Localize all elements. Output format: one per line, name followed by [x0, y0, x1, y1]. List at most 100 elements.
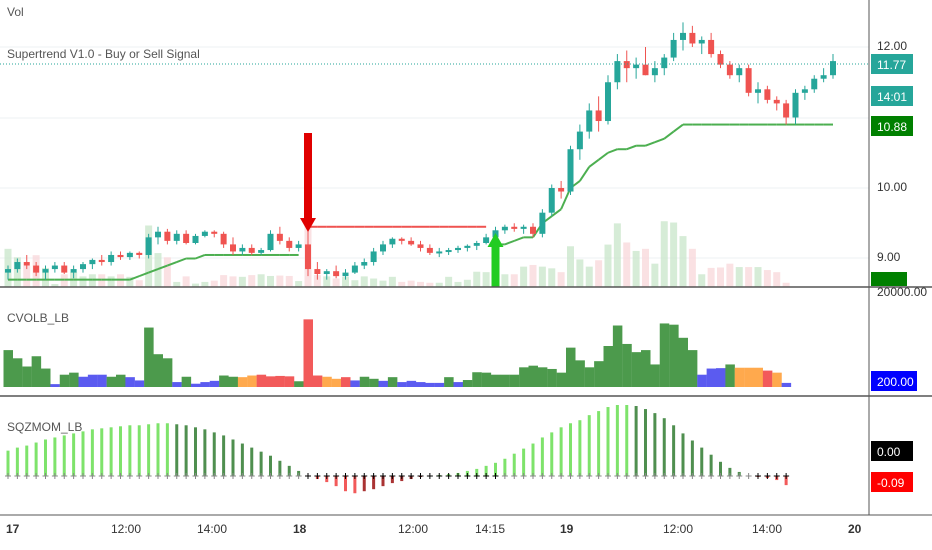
cvol-bar: [294, 381, 304, 387]
candle-body: [258, 250, 265, 253]
candle-body: [220, 233, 227, 245]
volume-bar: [388, 276, 396, 287]
sqz-bar: [353, 476, 357, 494]
sell-arrow-head: [300, 218, 316, 232]
sqz-bar: [222, 435, 226, 476]
volume-bar: [163, 257, 171, 287]
cvol-bar: [772, 372, 782, 387]
sqz-bar: [137, 425, 141, 476]
supertrend-segment: [195, 254, 206, 260]
candle-body: [183, 233, 190, 243]
cvol-bar: [106, 376, 117, 387]
indicator-title[interactable]: Supertrend V1.0 - Buy or Sell Signal: [7, 47, 200, 61]
sqz-bar: [175, 424, 179, 476]
time-axis[interactable]: 17 12:00 14:00 18 12:00 14:15 19 12:00 1…: [6, 522, 862, 536]
cvol-bar: [331, 378, 342, 387]
volume-bar: [285, 275, 293, 287]
cvol-bar: [162, 358, 173, 387]
supertrend-segment: [626, 144, 637, 151]
candle-body: [501, 226, 508, 231]
cvol-bar: [256, 374, 267, 387]
buy-arrow-shaft: [491, 246, 500, 287]
candle-body: [633, 64, 640, 69]
volume-bar: [426, 282, 434, 287]
time-tick: 12:00: [111, 522, 141, 536]
supertrend-value: 10.88: [877, 120, 907, 134]
volume-bar: [210, 280, 218, 287]
volume-bar: [707, 267, 715, 287]
candle-body: [830, 61, 836, 76]
candle-body: [398, 238, 405, 241]
sqz-bar: [344, 476, 347, 492]
volume-bar: [79, 276, 87, 287]
sqz-bar: [653, 413, 657, 476]
cvol-bar: [472, 372, 482, 387]
supertrend-segment: [129, 275, 140, 281]
cvol-bar: [284, 376, 295, 387]
cvol-bar: [219, 375, 229, 387]
candle-body: [455, 247, 461, 251]
supertrend-segment: [176, 257, 187, 263]
sqz-bar: [578, 420, 582, 476]
sqz-bar: [81, 431, 85, 476]
cvol-bar: [378, 380, 388, 387]
sqz-title[interactable]: SQZMOM_LB: [7, 420, 82, 434]
candle-body: [370, 251, 377, 263]
sell-arrow-shaft: [304, 133, 312, 219]
last-price-value: 11.77: [877, 58, 906, 72]
sqz-bar: [184, 425, 188, 476]
candle-body: [820, 75, 827, 79]
cvol-bar: [22, 366, 32, 387]
candles: [5, 22, 836, 280]
candle-body: [764, 89, 771, 100]
candle-body: [192, 235, 199, 243]
sqz-value: -0.09: [877, 476, 905, 490]
price-tick: 9.00: [877, 250, 901, 264]
cvol-bar: [762, 370, 773, 387]
supertrend-segment: [607, 148, 618, 154]
sqz-bar: [212, 432, 216, 476]
candle-body: [61, 265, 68, 273]
candle-body: [201, 231, 208, 236]
cvol-bar: [566, 347, 576, 387]
time-tick: 18: [293, 522, 307, 536]
volume-bar: [370, 278, 378, 287]
volume-bar: [220, 275, 228, 287]
supertrend-segment: [551, 208, 562, 217]
candle-body: [651, 68, 658, 76]
candle-body: [173, 233, 180, 241]
supertrend-segment: [645, 141, 656, 147]
candle-body: [276, 233, 283, 241]
volume-bar: [417, 281, 424, 287]
candle-body: [473, 242, 480, 246]
time-tick: 14:00: [197, 522, 227, 536]
candle-body: [520, 226, 527, 229]
supertrend-segment: [157, 264, 168, 271]
time-tick: 19: [560, 522, 574, 536]
volume-bar: [23, 265, 31, 287]
candle-body: [745, 68, 752, 93]
cvol-bar: [144, 327, 154, 387]
candle-body: [70, 269, 77, 273]
vol-label: Vol: [7, 5, 24, 19]
candle-body: [661, 57, 668, 69]
countdown-value: 14:01: [877, 90, 907, 104]
buy-signal-arrow: [487, 233, 504, 287]
cvol-title[interactable]: CVOLB_LB: [7, 311, 69, 325]
cvol-bar: [303, 319, 313, 387]
cvol-bar: [200, 382, 210, 387]
cvol-bar: [650, 364, 660, 387]
candle-body: [239, 247, 246, 252]
supertrend-segment: [673, 123, 684, 133]
volume-bar: [651, 263, 659, 287]
candle-body: [14, 262, 21, 270]
candle-body: [426, 247, 433, 253]
supertrend-badge: 10.88: [871, 116, 913, 136]
cvol-bar: [425, 382, 435, 387]
cvol-bar: [50, 384, 60, 387]
volume-bar: [407, 280, 415, 287]
time-tick: 14:00: [752, 522, 782, 536]
volume-bar: [107, 276, 115, 287]
candle-body: [670, 39, 677, 58]
sqz-bar: [25, 445, 29, 476]
